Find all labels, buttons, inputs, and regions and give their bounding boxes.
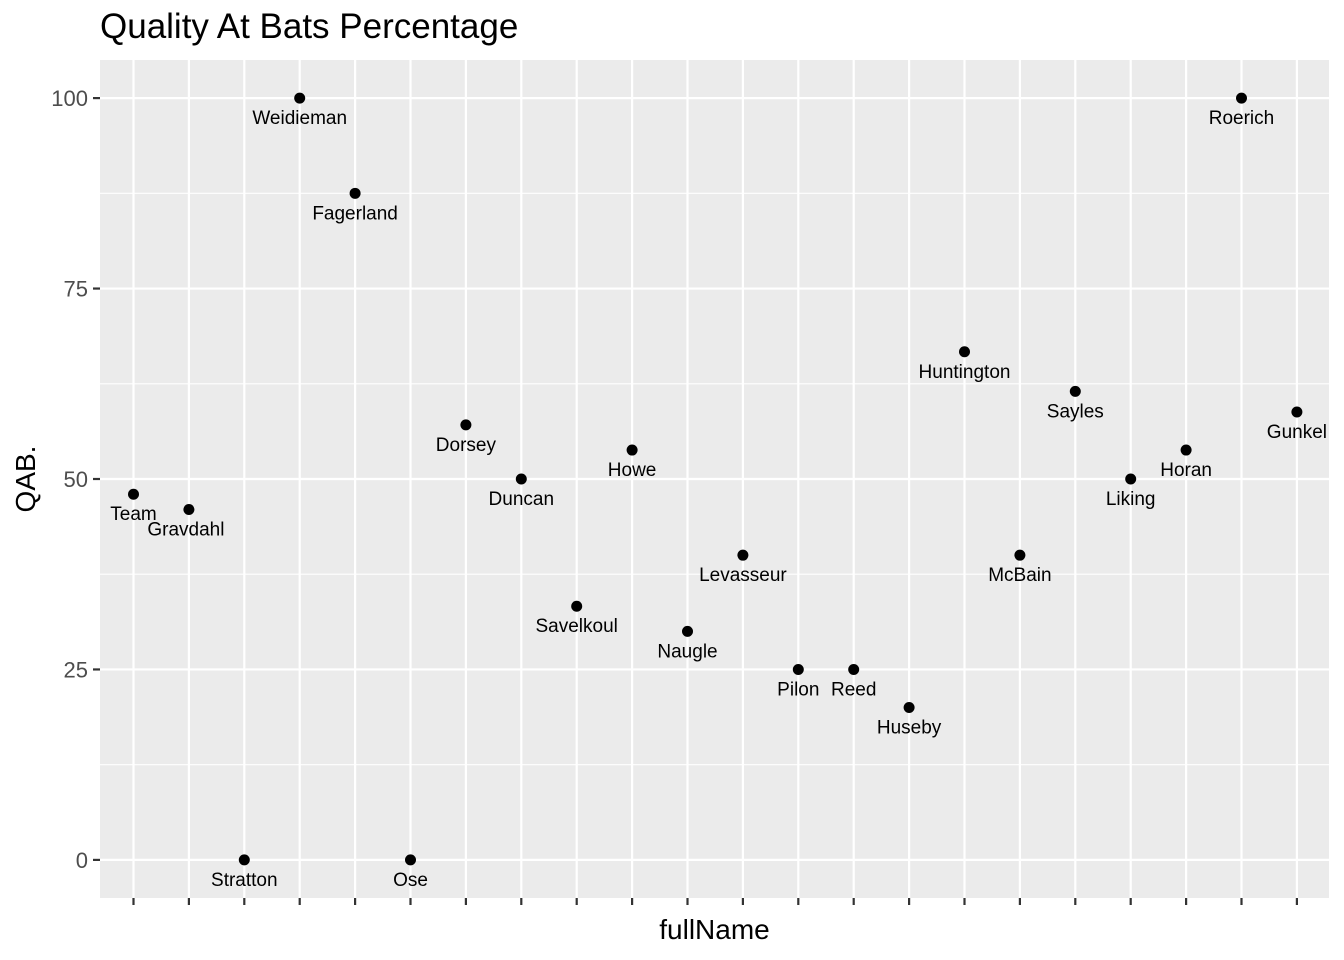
data-point <box>848 663 860 675</box>
y-tick-label: 100 <box>51 86 88 111</box>
data-point <box>1069 385 1081 397</box>
y-tick-label: 75 <box>64 277 88 302</box>
data-label: Howe <box>608 460 657 481</box>
data-label: Roerich <box>1209 108 1274 129</box>
data-label: Ose <box>393 870 428 891</box>
data-label: Horan <box>1160 460 1212 481</box>
data-point <box>405 854 416 866</box>
data-point <box>1125 473 1137 485</box>
data-point <box>294 92 306 104</box>
data-point <box>792 663 804 675</box>
y-tick-label: 50 <box>64 467 88 492</box>
data-point <box>571 600 583 612</box>
data-point <box>128 488 139 500</box>
data-label: Dorsey <box>436 435 497 456</box>
minor-grid <box>100 192 1329 766</box>
data-label: Gunkel <box>1267 422 1327 443</box>
x-axis <box>132 898 1299 905</box>
data-label: McBain <box>988 565 1051 586</box>
data-point <box>349 187 361 199</box>
data-label: Huseby <box>877 718 942 739</box>
data-label: Weidieman <box>252 108 347 129</box>
data-point <box>515 473 527 485</box>
data-point <box>903 702 915 714</box>
data-label: Fagerland <box>312 203 398 224</box>
data-label: Pilon <box>777 679 819 700</box>
data-point <box>238 854 250 866</box>
data-label: Duncan <box>489 489 555 510</box>
data-point <box>682 625 693 637</box>
data-point <box>183 503 195 515</box>
data-label: Reed <box>831 679 876 700</box>
data-label: Liking <box>1106 489 1156 510</box>
data-label: Sayles <box>1047 401 1104 422</box>
y-tick-label: 25 <box>64 657 88 682</box>
y-tick-label: 0 <box>76 848 88 873</box>
x-axis-title: fullName <box>659 914 769 945</box>
data-label: Naugle <box>657 641 717 662</box>
data-label: Team <box>110 504 156 525</box>
y-axis-title: QAB. <box>10 446 41 513</box>
y-axis: 0 25 50 75 100 <box>51 86 100 873</box>
data-point <box>959 346 970 358</box>
data-point <box>1014 549 1026 561</box>
data-label: Levasseur <box>699 565 787 586</box>
chart-title: Quality At Bats Percentage <box>100 7 518 46</box>
data-label: Gravdahl <box>147 519 224 540</box>
data-point <box>460 419 472 431</box>
data-point <box>1180 444 1192 456</box>
data-points <box>128 92 1303 866</box>
data-point <box>737 549 749 561</box>
data-label: Stratton <box>211 870 278 891</box>
data-label: Huntington <box>919 362 1011 383</box>
data-point <box>626 444 638 456</box>
data-label: Savelkoul <box>536 616 618 637</box>
data-point <box>1291 406 1303 418</box>
data-point <box>1236 92 1247 104</box>
